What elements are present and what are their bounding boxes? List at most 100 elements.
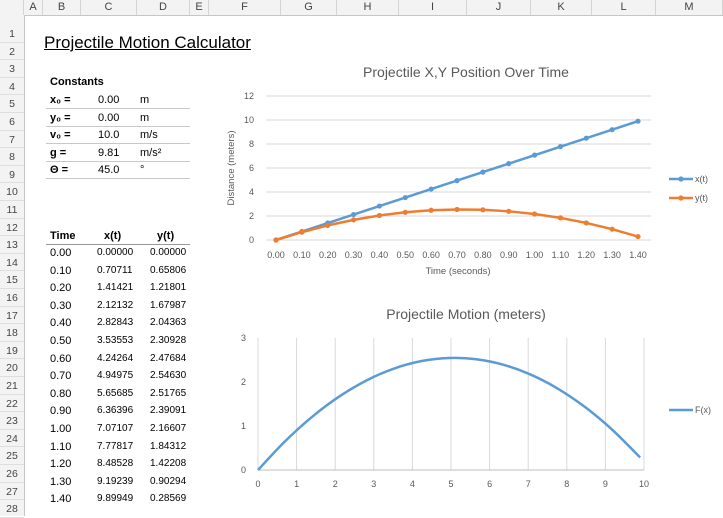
table-cell[interactable]: 1.30 [50, 475, 72, 488]
table-cell[interactable]: 0.50 [50, 335, 72, 347]
row-header-24[interactable]: 24 [0, 430, 24, 448]
table-cell[interactable]: 0.00000 [97, 247, 134, 258]
row-header-18[interactable]: 18 [0, 324, 24, 342]
row-header-25[interactable]: 25 [0, 447, 24, 465]
table-cell[interactable]: 7.77817 [97, 440, 134, 452]
table-cell[interactable]: 9.19239 [97, 475, 134, 487]
row-header-8[interactable]: 8 [0, 148, 24, 166]
column-header-F[interactable]: F [209, 0, 281, 15]
table-cell[interactable]: 0.70711 [97, 264, 133, 276]
table-cell[interactable]: 0.90294 [150, 475, 187, 487]
row-header-21[interactable]: 21 [0, 377, 24, 395]
data-point [480, 207, 486, 213]
table-cell[interactable]: 2.82843 [97, 317, 134, 329]
column-header-H[interactable]: H [337, 0, 399, 15]
row-header-17[interactable]: 17 [0, 307, 24, 325]
column-header-I[interactable]: I [399, 0, 467, 15]
table-cell[interactable]: 6.36396 [97, 405, 134, 417]
table-cell[interactable]: 4.94975 [97, 370, 134, 382]
y-axis-label: Distance (meters) [226, 131, 237, 206]
row-header-14[interactable]: 14 [0, 254, 24, 272]
row-header-11[interactable]: 11 [0, 201, 24, 219]
data-point [531, 211, 538, 217]
table-cell[interactable]: 2.47684 [150, 352, 187, 364]
row-header-5[interactable]: 5 [0, 95, 24, 113]
table-cell[interactable]: 1.10 [50, 440, 72, 453]
table-cell[interactable]: 9.89949 [97, 493, 134, 505]
table-cell[interactable]: 2.54630 [150, 370, 187, 382]
constant-value: 0.00 [98, 111, 120, 124]
table-cell[interactable]: 1.20 [50, 458, 72, 471]
table-cell[interactable]: 0.10 [50, 264, 72, 277]
table-cell[interactable]: 0.00000 [150, 247, 187, 258]
table-cell[interactable]: 2.39091 [150, 405, 187, 417]
column-header-E[interactable]: E [190, 0, 209, 15]
column-header-J[interactable]: J [467, 0, 531, 15]
table-cell[interactable]: 2.16607 [150, 423, 187, 434]
table-cell[interactable]: 5.65685 [97, 387, 134, 399]
row-header-1[interactable]: 1 [0, 25, 24, 43]
data-point [480, 169, 486, 175]
select-all-corner[interactable] [0, 0, 24, 15]
table-cell[interactable]: 1.21801 [150, 282, 187, 294]
row-header-12[interactable]: 12 [0, 219, 24, 237]
table-cell[interactable]: 4.24264 [97, 352, 134, 364]
row-header-15[interactable]: 15 [0, 271, 24, 289]
table-cell[interactable]: 0.40 [50, 317, 72, 330]
table-cell[interactable]: 0.28569 [150, 493, 187, 505]
table-cell[interactable]: 2.12132 [97, 299, 134, 311]
x-tick-label: 1.30 [603, 250, 621, 260]
table-cell[interactable]: 1.84312 [150, 440, 187, 452]
row-header-13[interactable]: 13 [0, 236, 24, 254]
row-header-20[interactable]: 20 [0, 359, 24, 377]
row-header-16[interactable]: 16 [0, 289, 24, 307]
table-cell[interactable]: 7.07107 [97, 423, 134, 434]
table-cell[interactable]: 0.60 [50, 352, 72, 365]
constant-label: g = [50, 146, 67, 159]
table-cell[interactable]: 1.41421 [97, 282, 134, 294]
table-cell[interactable]: 2.30928 [150, 335, 187, 346]
row-header-6[interactable]: 6 [0, 113, 24, 131]
row-header-3[interactable]: 3 [0, 60, 24, 78]
data-point [609, 226, 615, 232]
constant-value: 9.81 [98, 146, 120, 159]
table-cell[interactable]: 0.00 [50, 247, 72, 259]
column-header-B[interactable]: B [43, 0, 81, 15]
data-point [454, 206, 460, 213]
table-cell[interactable]: 2.04363 [150, 317, 187, 329]
row-header-7[interactable]: 7 [0, 131, 24, 149]
table-cell[interactable]: 1.42208 [150, 458, 187, 470]
table-cell[interactable]: 1.40 [50, 493, 72, 506]
table-cell[interactable]: 1.00 [50, 423, 72, 435]
table-cell[interactable]: 2.51765 [150, 387, 187, 399]
table-cell[interactable]: 3.53553 [97, 335, 134, 346]
column-header-K[interactable]: K [531, 0, 592, 15]
row-header-27[interactable]: 27 [0, 483, 24, 501]
row-header-19[interactable]: 19 [0, 342, 24, 360]
table-cell[interactable]: 0.20 [50, 282, 72, 295]
row-header-9[interactable]: 9 [0, 166, 24, 184]
row-header-10[interactable]: 10 [0, 183, 24, 201]
row-header-22[interactable]: 22 [0, 395, 24, 413]
column-header-G[interactable]: G [281, 0, 337, 15]
legend-marker [678, 195, 684, 201]
row-header-2[interactable]: 2 [0, 43, 24, 61]
column-header-D[interactable]: D [137, 0, 190, 15]
table-cell[interactable]: 0.90 [50, 405, 72, 418]
table-cell[interactable]: 0.30 [50, 299, 72, 312]
table-cell[interactable]: 0.80 [50, 387, 72, 400]
row-header-28[interactable]: 28 [0, 500, 24, 518]
constant-value: 0.00 [98, 94, 120, 106]
row-header-23[interactable]: 23 [0, 412, 24, 430]
table-cell[interactable]: 1.67987 [150, 299, 187, 311]
row-header-26[interactable]: 26 [0, 465, 24, 483]
table-cell[interactable]: 8.48528 [97, 458, 134, 470]
x-tick-label: 0.60 [422, 250, 440, 260]
table-cell[interactable]: 0.65806 [150, 264, 187, 276]
column-header-M[interactable]: M [656, 0, 723, 15]
column-header-A[interactable]: A [24, 0, 43, 15]
column-header-C[interactable]: C [81, 0, 137, 15]
column-header-L[interactable]: L [592, 0, 656, 15]
table-cell[interactable]: 0.70 [50, 370, 72, 383]
row-header-4[interactable]: 4 [0, 78, 24, 96]
